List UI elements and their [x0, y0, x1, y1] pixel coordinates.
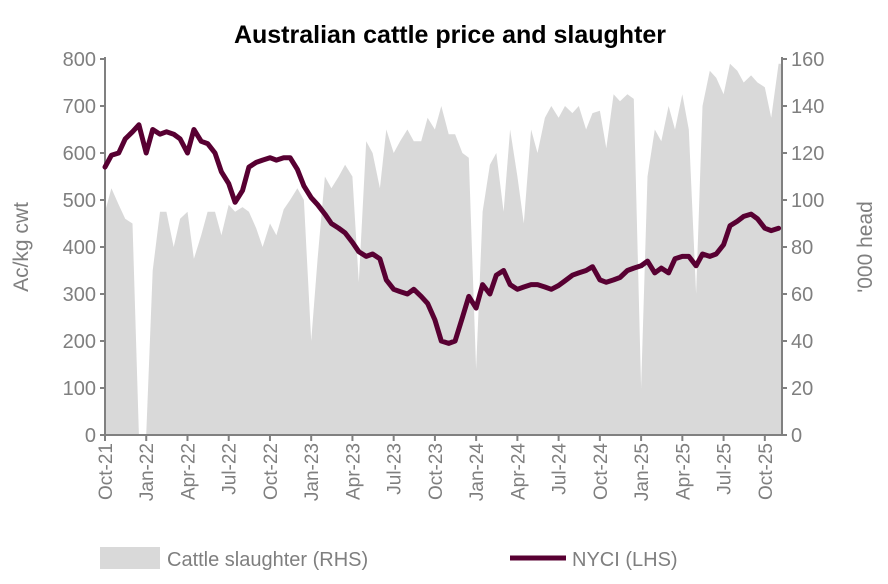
x-tick-label: Jul-22	[220, 443, 241, 495]
x-tick-label: Apr-25	[673, 443, 694, 500]
y-right-tick-label: 100	[791, 190, 824, 212]
y-axis-right-label: '000 head	[854, 201, 877, 293]
slaughter-area	[105, 63, 782, 435]
x-tick-label: Jul-24	[550, 443, 571, 495]
y-right-tick-label: 20	[791, 378, 813, 400]
x-tick-label: Jul-23	[385, 443, 406, 495]
x-tick-label: Jul-25	[715, 443, 736, 495]
y-right-tick-label: 40	[791, 331, 813, 353]
y-right-tick-label: 0	[791, 425, 802, 447]
y-left-tick-label: 400	[63, 237, 96, 259]
x-tick-label: Oct-21	[96, 443, 117, 500]
x-tick-label: Jan-24	[467, 443, 488, 502]
legend-swatch-slaughter	[100, 547, 160, 569]
axes-layer: 0 100 200 300 400 500 600 700 800 0 20 40 60 80 100 120…	[63, 49, 825, 501]
nyci-line	[102, 122, 782, 346]
chart-title: Australian cattle price and slaughter	[234, 21, 666, 49]
legend: Cattle slaughter (RHS) NYCI (LHS)	[100, 547, 678, 571]
y-left-tick-label: 200	[63, 331, 96, 353]
y-right-tick-label: 160	[791, 49, 824, 71]
nyci-line-layer	[102, 122, 782, 346]
y-left-tick-label: 0	[85, 425, 96, 447]
x-tick-label: Oct-25	[756, 443, 777, 500]
y-left-tick-label: 500	[63, 190, 96, 212]
x-tick-label: Oct-24	[591, 443, 612, 500]
x-tick-label: Jan-23	[302, 443, 323, 501]
x-tick-label: Apr-23	[343, 443, 364, 500]
y-right-tick-label: 120	[791, 143, 824, 165]
y-left-tick-label: 700	[63, 96, 96, 118]
y-right-tick-label: 60	[791, 284, 813, 306]
y-axis-left-label: Ac/kg cwt	[10, 202, 33, 292]
x-tick-label: Oct-23	[426, 443, 447, 500]
y-left-tick-label: 800	[63, 49, 96, 71]
y-right-tick-label: 80	[791, 237, 813, 259]
y-left-tick-label: 300	[63, 284, 96, 306]
y-right-tick-label: 140	[791, 96, 824, 118]
y-left-tick-label: 100	[63, 378, 96, 400]
x-tick-label: Apr-24	[508, 443, 529, 500]
x-tick-label: Apr-22	[178, 443, 199, 500]
x-tick-label: Jan-22	[137, 443, 158, 501]
x-tick-label: Jan-25	[632, 443, 653, 501]
x-tick-label: Oct-22	[261, 443, 282, 500]
slaughter-area-layer	[105, 63, 782, 435]
legend-label-slaughter: Cattle slaughter (RHS)	[167, 549, 368, 571]
y-left-tick-label: 600	[63, 143, 96, 165]
legend-label-nyci: NYCI (LHS)	[572, 549, 678, 571]
